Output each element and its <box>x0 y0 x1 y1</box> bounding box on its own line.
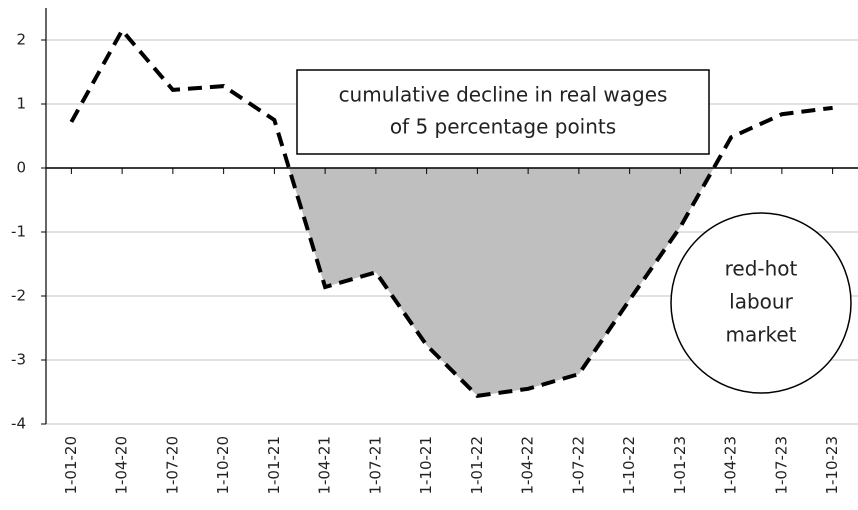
y-tick-label: -3 <box>11 351 26 369</box>
x-tick-label: 1-01-21 <box>265 436 283 495</box>
x-tick-label: 1-01-22 <box>468 436 486 495</box>
x-tick-label: 1-04-21 <box>316 436 334 495</box>
y-tick-label: 2 <box>16 31 26 49</box>
x-tick-label: 1-10-23 <box>823 436 841 495</box>
x-tick-label: 1-10-21 <box>417 436 435 495</box>
line <box>69 26 833 398</box>
annotation-text: labour <box>729 290 793 314</box>
annotation-text: red-hot <box>725 257 798 281</box>
x-tick-label: 1-07-20 <box>163 436 181 495</box>
y-tick-label: -4 <box>11 415 26 433</box>
x-tick-label: 1-10-20 <box>214 436 232 495</box>
x-tick-label: 1-10-22 <box>620 436 638 495</box>
x-tick-label: 1-07-21 <box>366 436 384 495</box>
annotation-text: of 5 percentage points <box>390 115 616 139</box>
x-tick-label: 1-01-20 <box>62 436 80 495</box>
area <box>288 168 714 396</box>
x-tick-label: 1-07-23 <box>772 436 790 495</box>
x-tick-label: 1-04-20 <box>113 436 131 495</box>
x-tick-label: 1-04-23 <box>722 436 740 495</box>
x-tick-label: 1-04-22 <box>519 436 537 495</box>
y-tick-label: 1 <box>16 95 26 113</box>
x-tick-label: 1-07-22 <box>569 436 587 495</box>
x-tick-label: 1-01-23 <box>671 436 689 495</box>
annotation-text: market <box>726 323 797 347</box>
y-tick-label: -1 <box>11 223 26 241</box>
y-tick-label: 0 <box>16 159 26 177</box>
annotation-box <box>296 69 710 155</box>
annotation-text: cumulative decline in real wages <box>339 83 668 107</box>
annotation-circle <box>670 212 852 394</box>
y-tick-label: -2 <box>11 287 26 305</box>
